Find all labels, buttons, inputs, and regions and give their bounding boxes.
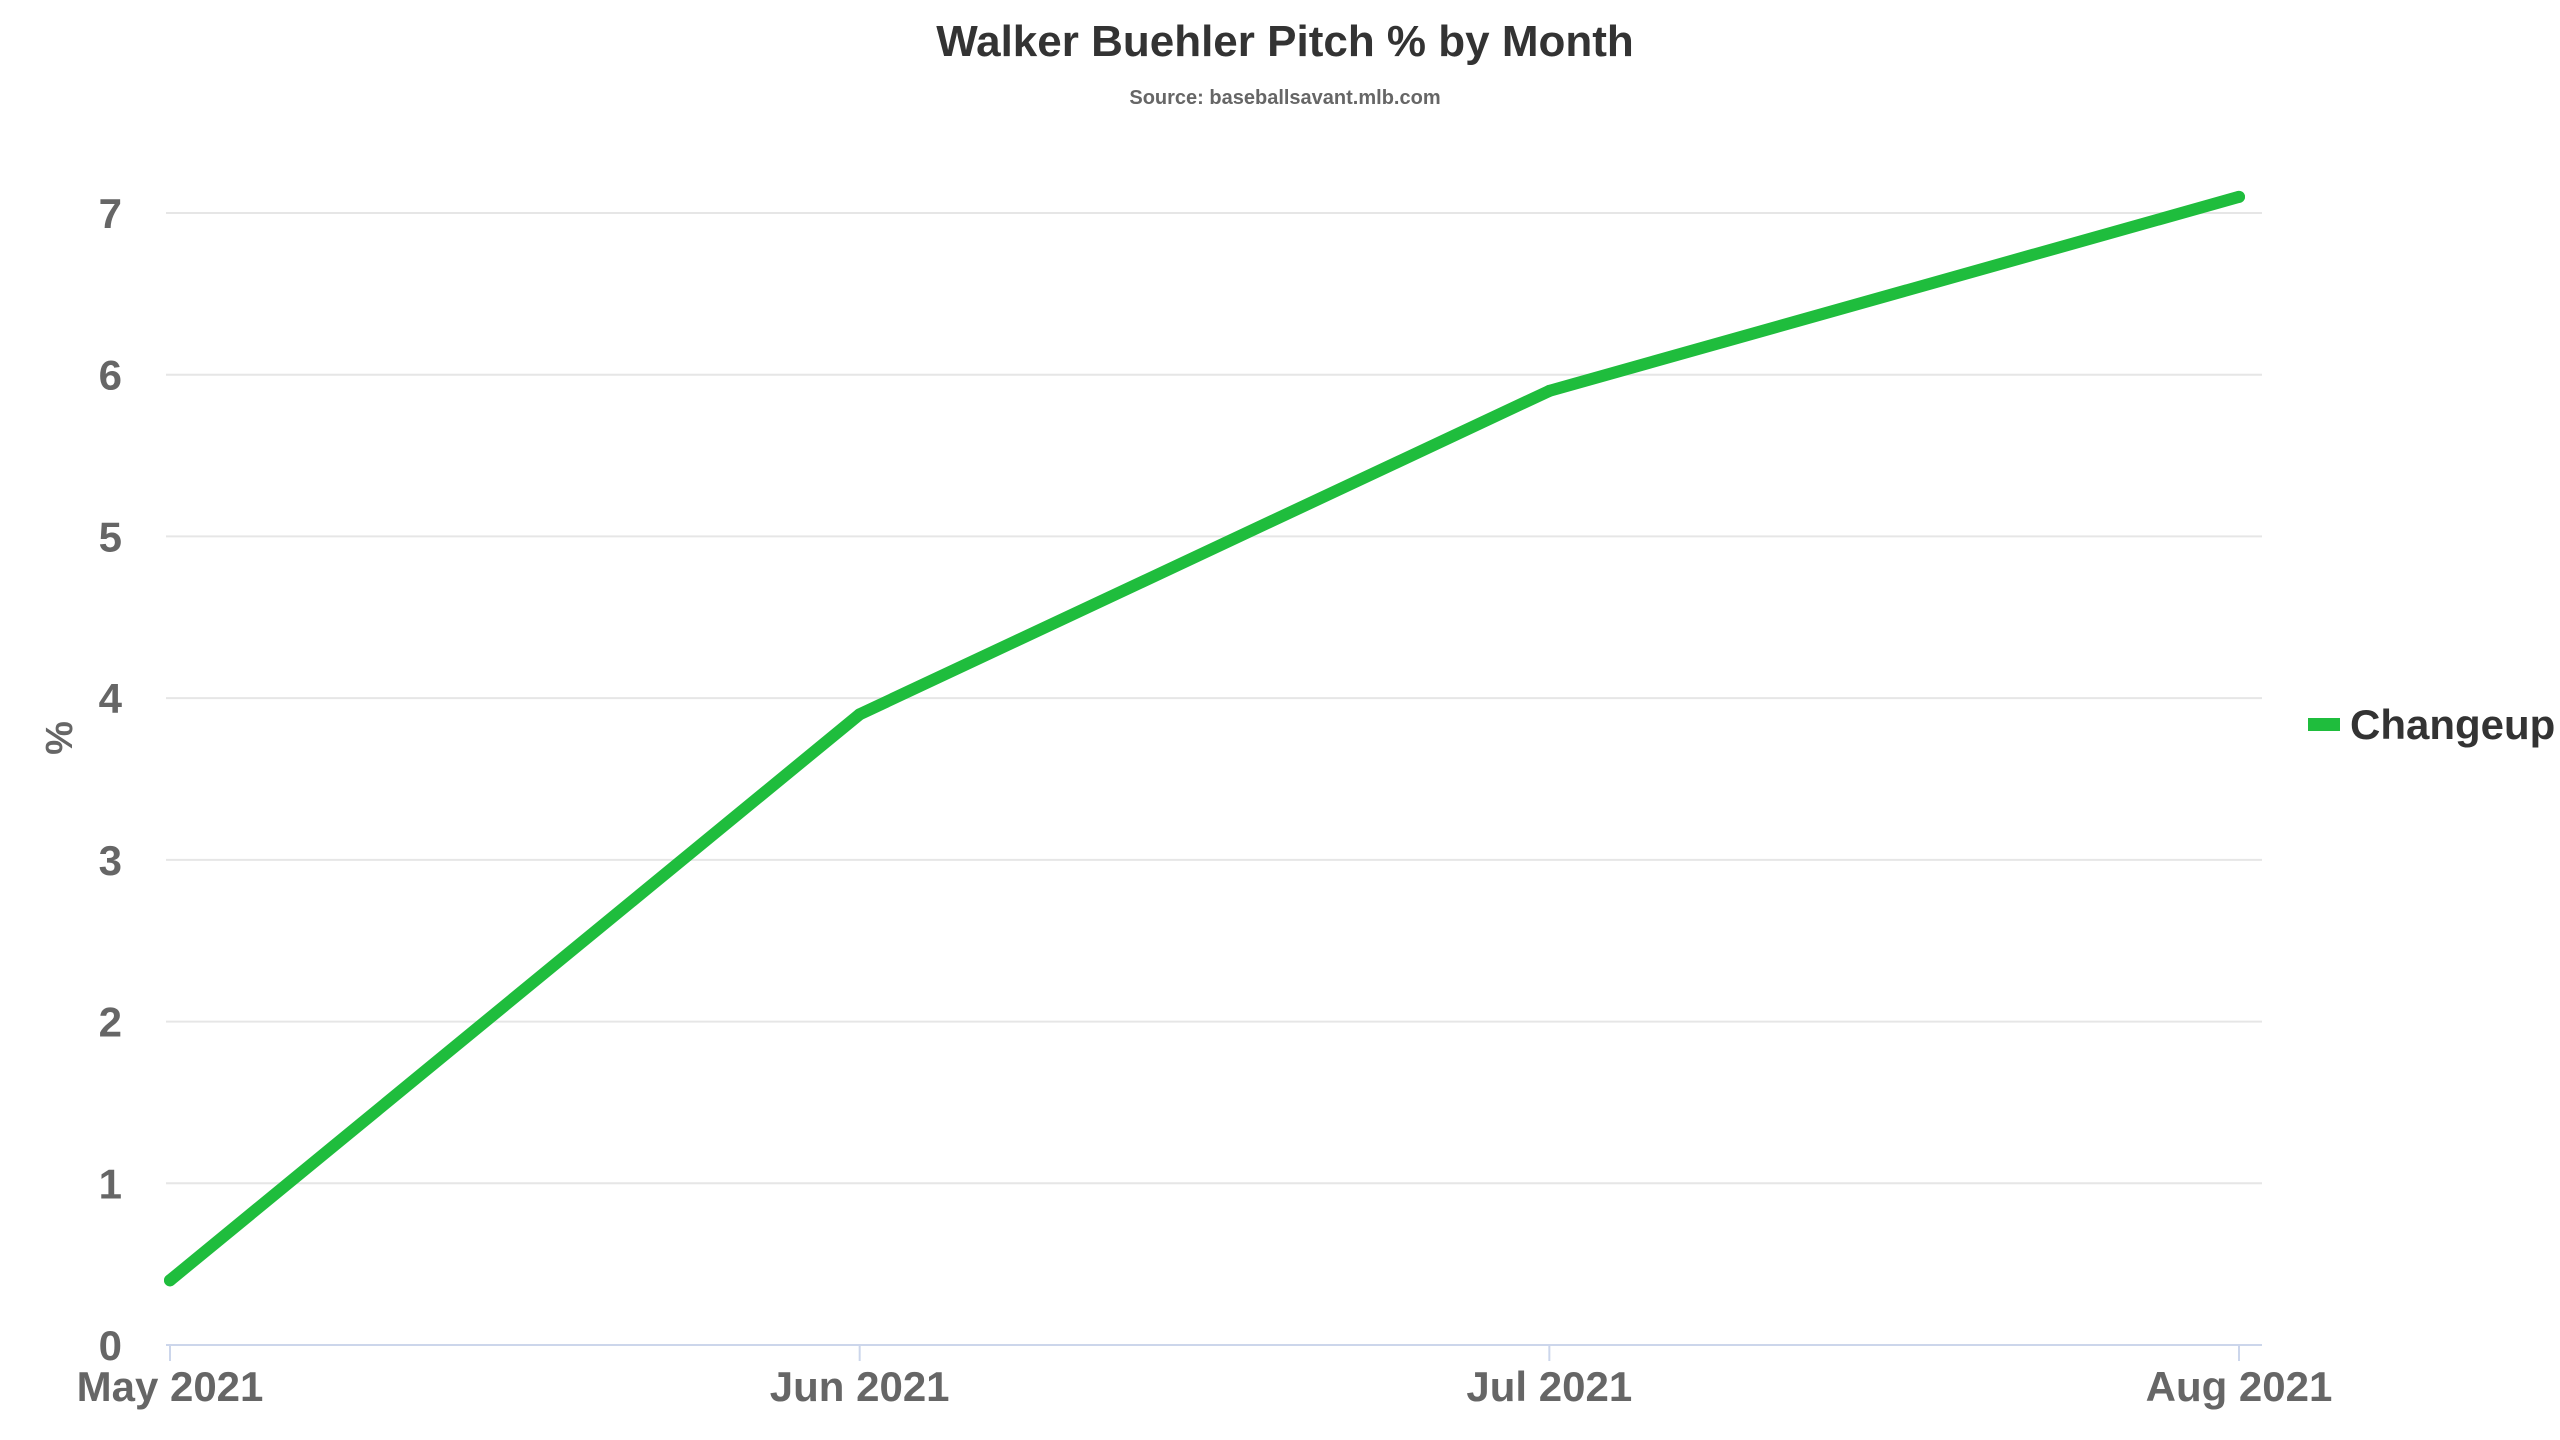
- x-tick-label: Aug 2021: [2146, 1363, 2333, 1410]
- y-tick-label: 4: [99, 675, 123, 722]
- y-tick-label: 1: [99, 1160, 122, 1207]
- chart-title: Walker Buehler Pitch % by Month: [936, 17, 1634, 66]
- y-axis-title: %: [39, 721, 81, 755]
- data-point: [164, 1274, 176, 1287]
- x-tick-label: May 2021: [77, 1363, 264, 1410]
- series-line-changeup: [164, 190, 2245, 1287]
- y-tick-label: 2: [99, 999, 122, 1046]
- legend-swatch-changeup: [2308, 718, 2340, 731]
- legend-label-changeup: Changeup: [2350, 701, 2555, 748]
- chart-subtitle: Source: baseballsavant.mlb.com: [1129, 87, 1440, 109]
- x-tick-label: Jun 2021: [770, 1363, 950, 1410]
- y-tick-label: 0: [99, 1322, 122, 1369]
- grid: [166, 212, 2262, 1185]
- axes: 0 1 2 3 4 5 6 7 May 2021 Jun 2021 Jul 2021 Aug 2021: [77, 190, 2333, 1410]
- x-tick-label: Jul 2021: [1466, 1363, 1632, 1410]
- data-point: [2233, 190, 2245, 203]
- y-tick-label: 7: [99, 190, 122, 237]
- y-tick-label: 5: [99, 513, 122, 560]
- data-point: [853, 708, 866, 721]
- y-tick-label: 3: [99, 837, 122, 884]
- series-layer: [164, 190, 2245, 1287]
- data-point: [1543, 384, 1556, 397]
- y-tick-label: 6: [99, 352, 122, 399]
- legend[interactable]: Changeup: [2308, 701, 2555, 748]
